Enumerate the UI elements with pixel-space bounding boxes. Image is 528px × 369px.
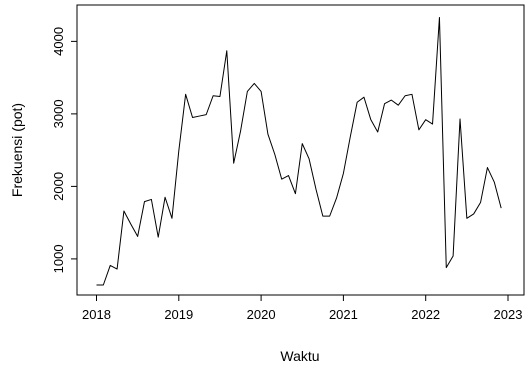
plot-box xyxy=(76,4,525,296)
series-line xyxy=(96,16,502,286)
x-tick-label: 2021 xyxy=(329,307,358,322)
y-axis-label: Frekuensi (pot) xyxy=(9,103,25,197)
y-tick-label: 4000 xyxy=(51,27,66,56)
y-tick-label: 2000 xyxy=(51,172,66,201)
y-axis: 1000 2000 3000 4000 xyxy=(51,27,77,273)
x-tick-label: 2019 xyxy=(164,307,193,322)
x-tick-label: 2023 xyxy=(494,307,523,322)
x-axis: 2018 2019 2020 2021 2022 2023 xyxy=(82,295,522,322)
x-tick-label: 2020 xyxy=(247,307,276,322)
y-tick-label: 3000 xyxy=(51,99,66,128)
x-tick-label: 2018 xyxy=(82,307,111,322)
x-axis-label: Waktu xyxy=(280,348,319,364)
y-tick-label: 1000 xyxy=(51,244,66,273)
x-tick-label: 2022 xyxy=(411,307,440,322)
